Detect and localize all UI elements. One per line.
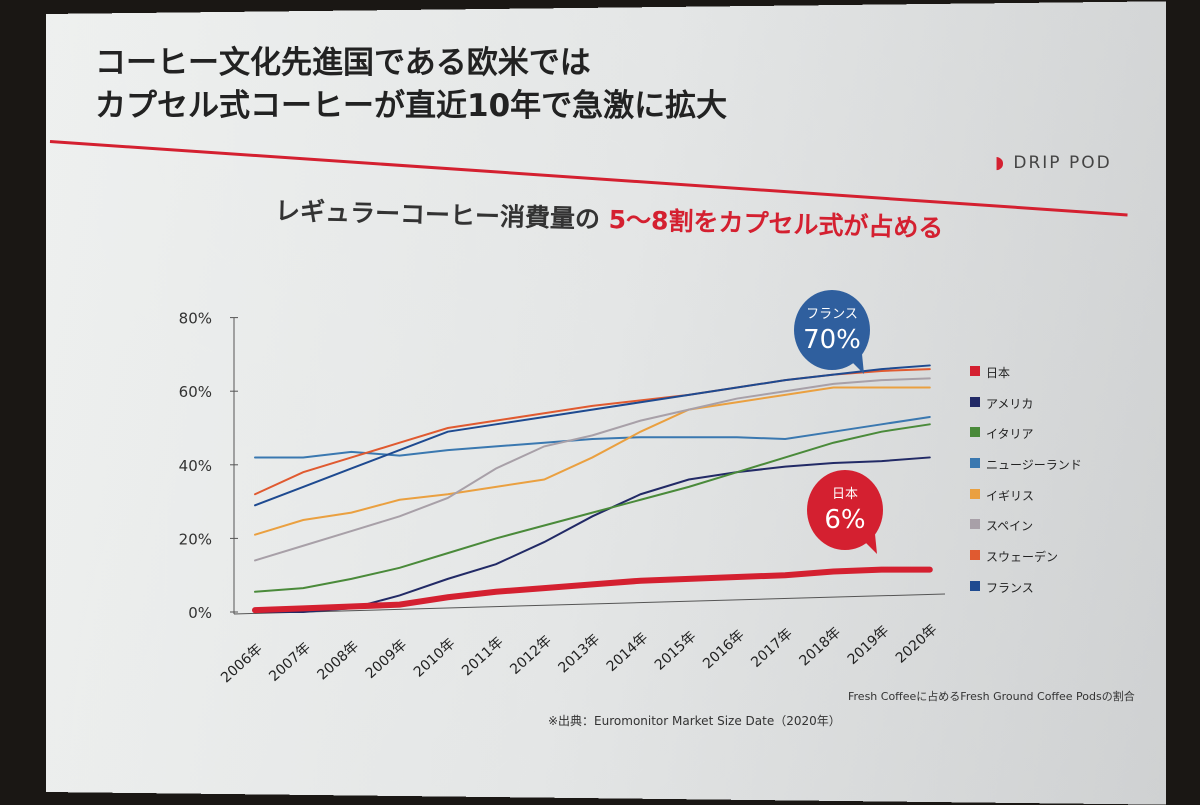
callout-label: 日本 [832, 487, 858, 502]
legend-swatch [970, 458, 980, 468]
x-tick-label: 2017年 [748, 626, 796, 671]
x-tick-label: 2014年 [604, 630, 652, 675]
legend-swatch [970, 427, 980, 437]
legend-label: スウェーデン [986, 548, 1058, 565]
chart-note: Fresh Coffeeに占めるFresh Ground Coffee Pods… [848, 688, 1135, 704]
legend-swatch [970, 489, 980, 499]
x-tick-label: 2009年 [363, 637, 411, 682]
y-tick-label: 60% [179, 383, 212, 401]
legend-item: イタリア [970, 425, 1082, 456]
legend-label: ニュージーランド [986, 456, 1082, 473]
x-tick-label: 2010年 [411, 635, 459, 680]
y-tick-label: 40% [179, 457, 212, 475]
callout-value: 6% [824, 505, 865, 535]
x-tick-label: 2015年 [652, 628, 700, 673]
callout-value: 70% [803, 325, 861, 355]
x-tick-label: 2018年 [796, 624, 844, 669]
legend-item: イギリス [970, 487, 1082, 518]
x-tick-label: 2019年 [845, 623, 893, 668]
y-tick-label: 20% [179, 530, 212, 548]
x-tick-label: 2008年 [314, 638, 362, 683]
x-tick-label: 2011年 [459, 634, 507, 679]
legend-item: スウェーデン [970, 548, 1082, 579]
legend-item: 日本 [970, 364, 1082, 395]
legend-swatch [970, 366, 980, 376]
legend: 日本アメリカイタリアニュージーランド イギリススペインスウェーデン フランス [970, 364, 1082, 610]
series-line-3 [255, 417, 930, 457]
y-tick-label: 80% [179, 310, 212, 328]
legend-label: イタリア [986, 425, 1034, 442]
source-text: ※出典：Euromonitor Market Size Date（2020年） [548, 712, 841, 729]
legend-swatch [970, 519, 980, 529]
x-tick-label: 2013年 [555, 631, 603, 676]
legend-label: 日本 [986, 364, 1010, 381]
x-tick-label: 2016年 [700, 627, 748, 672]
legend-label: イギリス [986, 487, 1034, 504]
legend-item: ニュージーランド [970, 456, 1082, 487]
legend-item: アメリカ [970, 395, 1082, 426]
x-tick-label: 2007年 [266, 640, 314, 685]
legend-label: フランス [986, 579, 1034, 596]
callout-label: フランス [806, 307, 858, 322]
legend-label: スペイン [986, 517, 1033, 534]
legend-item: スペイン [970, 517, 1082, 548]
x-tick-label: 2020年 [893, 621, 941, 666]
legend-swatch [970, 550, 980, 560]
legend-item: フランス [970, 579, 1082, 610]
legend-label: アメリカ [986, 395, 1033, 412]
x-tick-label: 2006年 [218, 641, 266, 686]
legend-swatch [970, 581, 980, 591]
y-tick-label: 0% [188, 604, 212, 622]
x-tick-label: 2012年 [507, 633, 555, 678]
legend-swatch [970, 397, 980, 407]
